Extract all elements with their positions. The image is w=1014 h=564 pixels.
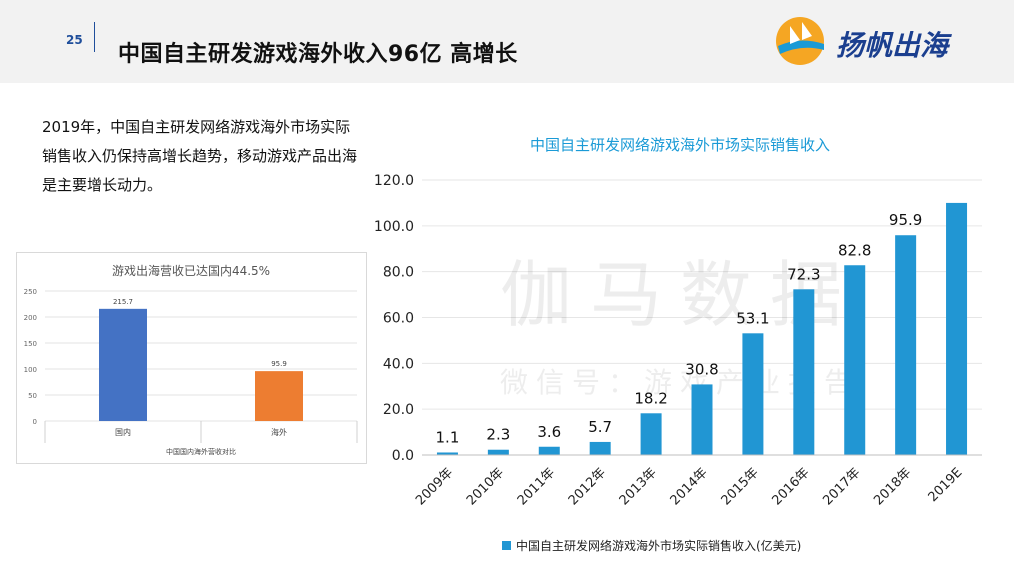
big-data-label: 72.3 bbox=[787, 265, 820, 283]
big-bar bbox=[640, 413, 662, 455]
big-category-label: 2018年 bbox=[871, 465, 914, 508]
big-bar bbox=[793, 289, 815, 455]
header-divider bbox=[94, 22, 95, 52]
legend-label: 中国自主研发网络游戏海外市场实际销售收入(亿美元) bbox=[516, 538, 801, 553]
big-bar bbox=[895, 235, 917, 455]
big-category-label: 2013年 bbox=[617, 465, 660, 508]
small-y-tick-label: 0 bbox=[33, 418, 37, 426]
small-y-tick-label: 150 bbox=[24, 340, 37, 348]
big-category-label: 2017年 bbox=[820, 465, 863, 508]
page-number: 25 bbox=[66, 33, 83, 47]
big-y-tick-label: 80.0 bbox=[383, 265, 414, 281]
small-data-label: 215.7 bbox=[113, 298, 133, 306]
big-data-label: 3.6 bbox=[537, 423, 561, 441]
big-y-tick-label: 120.0 bbox=[374, 173, 414, 189]
big-data-label: 30.8 bbox=[685, 360, 718, 378]
overseas-revenue-chart: 中国自主研发网络游戏海外市场实际销售收入 0.0 20.0 40.0 60.0 80.0 1… bbox=[370, 120, 1010, 560]
header-bar: 25 中国自主研发游戏海外收入96亿 高增长 扬帆出海 bbox=[0, 0, 1014, 83]
small-y-tick-label: 200 bbox=[24, 314, 37, 322]
sail-logo-icon bbox=[776, 17, 824, 65]
big-y-tick-label: 100.0 bbox=[374, 219, 414, 235]
brand-logo: 扬帆出海 bbox=[774, 14, 994, 70]
small-chart-title: 游戏出海营收已达国内44.5% bbox=[112, 263, 270, 278]
big-data-label: 53.1 bbox=[736, 309, 769, 327]
big-category-label: 2016年 bbox=[769, 465, 812, 508]
big-bar bbox=[742, 333, 764, 455]
big-category-label: 2009年 bbox=[413, 465, 456, 508]
small-y-tick-label: 250 bbox=[24, 288, 37, 296]
small-y-tick-label: 100 bbox=[24, 366, 37, 374]
small-x-axis-label: 中国国内海外营收对比 bbox=[166, 447, 236, 456]
logo-text: 扬帆出海 bbox=[836, 29, 949, 62]
big-bar bbox=[844, 265, 866, 455]
big-category-label: 2015年 bbox=[719, 465, 762, 508]
big-bar bbox=[538, 446, 560, 455]
legend-swatch bbox=[502, 541, 511, 550]
big-data-label: 2.3 bbox=[486, 426, 510, 444]
small-category-label: 国内 bbox=[115, 427, 131, 437]
big-data-label: 82.8 bbox=[838, 241, 871, 259]
big-bar bbox=[589, 441, 611, 455]
page-title: 中国自主研发游戏海外收入96亿 高增长 bbox=[118, 42, 518, 67]
small-bar bbox=[255, 371, 303, 421]
big-y-tick-label: 60.0 bbox=[383, 311, 414, 327]
big-category-label: 2011年 bbox=[515, 465, 558, 508]
small-y-tick-label: 50 bbox=[28, 392, 37, 400]
small-bar bbox=[99, 308, 147, 421]
big-bar bbox=[946, 202, 968, 455]
big-bar bbox=[691, 384, 713, 455]
big-category-label: 2012年 bbox=[566, 465, 609, 508]
big-bar bbox=[487, 449, 509, 455]
big-data-label: 5.7 bbox=[588, 418, 612, 436]
big-data-label: 18.2 bbox=[634, 389, 667, 407]
small-category-label: 海外 bbox=[271, 427, 287, 437]
big-y-tick-label: 20.0 bbox=[383, 402, 414, 418]
big-category-label: 2014年 bbox=[668, 465, 711, 508]
big-bar bbox=[436, 452, 458, 455]
watermark-main: 伽马数据 bbox=[500, 253, 860, 337]
big-data-label: 95.9 bbox=[889, 211, 922, 229]
small-chart-svg: 游戏出海营收已达国内44.5% 0 50 100 150 200 250 215.7 国内 95.… bbox=[24, 263, 358, 456]
big-category-label: 2010年 bbox=[464, 465, 507, 508]
big-chart-svg: 中国自主研发网络游戏海外市场实际销售收入 0.0 20.0 40.0 60.0 80.0 1… bbox=[374, 136, 982, 553]
big-y-tick-label: 40.0 bbox=[383, 356, 414, 372]
small-data-label: 95.9 bbox=[271, 360, 287, 368]
intro-paragraph: 2019年，中国自主研发网络游戏海外市场实际销售收入仍保持高增长趋势，移动游戏产… bbox=[42, 118, 358, 194]
big-data-label: 1.1 bbox=[436, 428, 460, 446]
big-chart-title: 中国自主研发网络游戏海外市场实际销售收入 bbox=[530, 136, 830, 154]
big-category-label: 2019E bbox=[926, 465, 966, 505]
big-y-tick-label: 0.0 bbox=[392, 448, 414, 464]
domestic-vs-overseas-chart: 游戏出海营收已达国内44.5% 0 50 100 150 200 250 215.7 国内 95.… bbox=[16, 252, 367, 464]
